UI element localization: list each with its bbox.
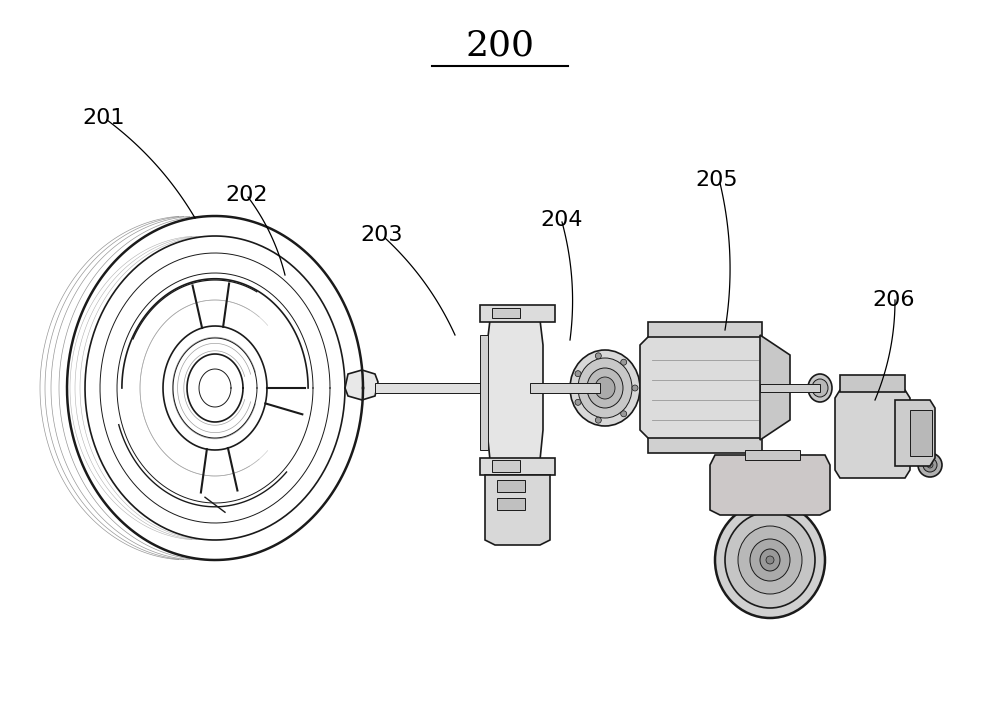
Ellipse shape (578, 358, 632, 418)
Ellipse shape (760, 549, 780, 571)
Polygon shape (640, 335, 770, 440)
Ellipse shape (715, 502, 825, 618)
Polygon shape (840, 375, 905, 392)
Text: 200: 200 (466, 28, 534, 62)
Polygon shape (345, 370, 378, 400)
Ellipse shape (350, 380, 374, 396)
Ellipse shape (595, 377, 615, 399)
Ellipse shape (499, 374, 531, 402)
Text: 204: 204 (540, 210, 582, 230)
Ellipse shape (632, 385, 638, 391)
Polygon shape (480, 305, 555, 322)
Ellipse shape (812, 379, 828, 397)
Ellipse shape (766, 556, 774, 564)
Polygon shape (648, 322, 762, 337)
Polygon shape (530, 383, 600, 393)
Polygon shape (480, 335, 488, 450)
Polygon shape (835, 390, 910, 478)
Ellipse shape (570, 350, 640, 426)
Ellipse shape (621, 360, 627, 365)
Polygon shape (497, 498, 525, 510)
Ellipse shape (725, 512, 815, 608)
Polygon shape (485, 475, 550, 545)
Ellipse shape (808, 374, 832, 402)
Ellipse shape (750, 539, 790, 581)
Ellipse shape (524, 385, 536, 395)
Ellipse shape (682, 368, 718, 408)
Polygon shape (492, 460, 520, 472)
Ellipse shape (595, 353, 601, 359)
Text: 203: 203 (360, 225, 402, 245)
Ellipse shape (738, 526, 802, 594)
Polygon shape (760, 335, 790, 440)
Ellipse shape (690, 377, 710, 399)
Text: 205: 205 (695, 170, 738, 190)
Polygon shape (760, 384, 820, 392)
Polygon shape (492, 308, 520, 318)
Text: 206: 206 (872, 290, 914, 310)
Ellipse shape (575, 399, 581, 405)
Ellipse shape (923, 458, 937, 472)
Ellipse shape (927, 462, 933, 468)
Ellipse shape (918, 453, 942, 477)
Ellipse shape (505, 379, 525, 397)
Ellipse shape (587, 368, 623, 408)
Ellipse shape (575, 370, 581, 377)
Polygon shape (710, 455, 830, 515)
Polygon shape (497, 480, 525, 492)
Text: 201: 201 (82, 108, 124, 128)
Polygon shape (480, 458, 555, 475)
Polygon shape (648, 438, 762, 453)
Polygon shape (895, 400, 935, 466)
Ellipse shape (494, 385, 506, 395)
Polygon shape (910, 410, 932, 456)
Text: 202: 202 (225, 185, 268, 205)
Polygon shape (375, 383, 530, 393)
Ellipse shape (494, 415, 506, 425)
Ellipse shape (524, 415, 536, 425)
Ellipse shape (595, 417, 601, 423)
Polygon shape (487, 320, 543, 460)
Ellipse shape (621, 411, 627, 417)
Ellipse shape (672, 358, 728, 418)
Polygon shape (745, 450, 800, 460)
